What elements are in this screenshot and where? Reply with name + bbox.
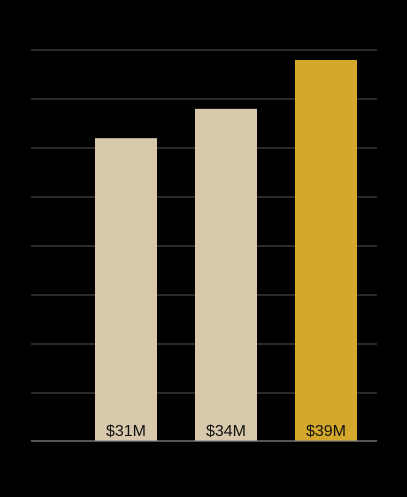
bar-1 [95, 138, 157, 441]
bar-value-label-1: $31M [106, 423, 146, 440]
bar-3 [295, 60, 357, 441]
bar-value-label-3: $39M [306, 423, 346, 440]
data-labels: $31M $34M $39M [106, 423, 346, 440]
bar-2 [195, 108, 257, 441]
bars [95, 60, 357, 441]
bar-value-label-2: $34M [206, 423, 246, 440]
